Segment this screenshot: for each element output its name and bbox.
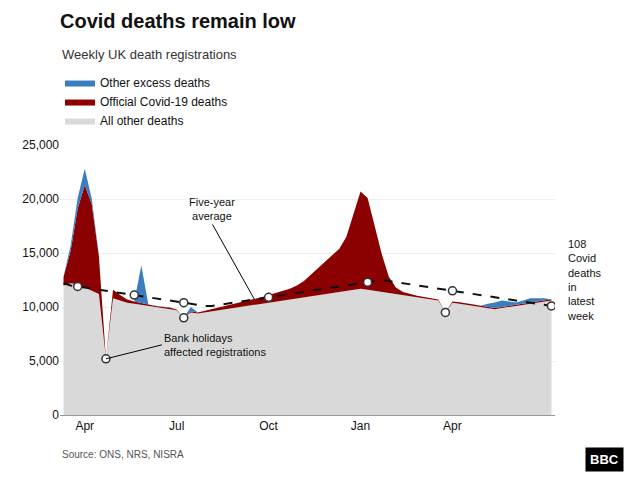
svg-text:5,000: 5,000	[29, 354, 59, 368]
svg-text:25,000: 25,000	[22, 138, 59, 152]
svg-text:15,000: 15,000	[22, 246, 59, 260]
svg-text:Source: ONS, NRS, NISRA: Source: ONS, NRS, NISRA	[62, 449, 184, 460]
svg-text:Jan: Jan	[351, 419, 370, 433]
svg-text:Apr: Apr	[443, 419, 462, 433]
svg-text:10,000: 10,000	[22, 300, 59, 314]
svg-text:0: 0	[52, 408, 59, 422]
svg-text:20,000: 20,000	[22, 192, 59, 206]
svg-text:Weekly UK death registrations: Weekly UK death registrations	[62, 47, 237, 62]
svg-text:BBC: BBC	[590, 452, 619, 467]
svg-text:Covid deaths remain low: Covid deaths remain low	[60, 10, 296, 32]
svg-text:Bank holidaysaffected registra: Bank holidaysaffected registrations	[164, 332, 266, 358]
svg-text:Official Covid-19 deaths: Official Covid-19 deaths	[100, 95, 227, 109]
svg-text:Other excess deaths: Other excess deaths	[100, 76, 210, 90]
svg-text:Apr: Apr	[75, 419, 94, 433]
svg-text:All other deaths: All other deaths	[100, 114, 183, 128]
svg-text:Jul: Jul	[169, 419, 184, 433]
svg-text:Five-yearaverage: Five-yearaverage	[189, 196, 235, 222]
svg-text:108Coviddeathsinlatestweek: 108Coviddeathsinlatestweek	[567, 238, 602, 322]
svg-text:Oct: Oct	[259, 419, 278, 433]
